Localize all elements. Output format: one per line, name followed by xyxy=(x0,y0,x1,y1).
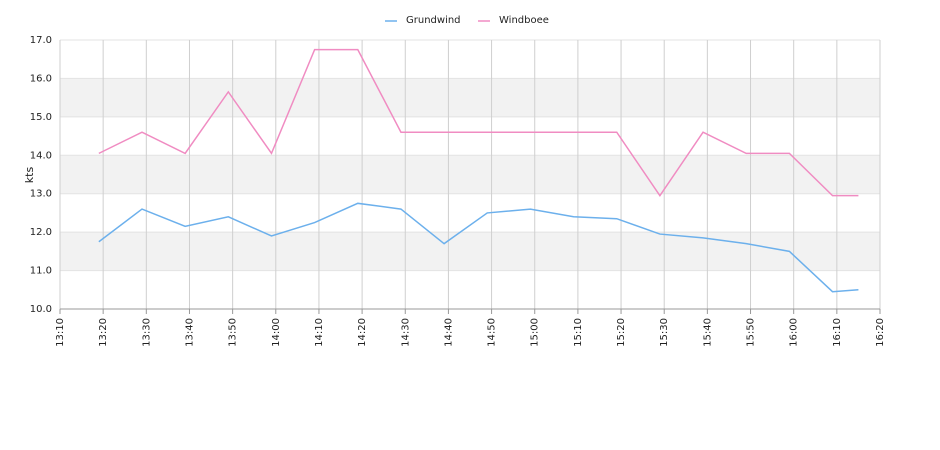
y-tick-label: 15.0 xyxy=(30,112,52,123)
x-tick-label: 16:20 xyxy=(875,318,886,347)
x-tick-label: 14:40 xyxy=(443,318,454,347)
y-tick-label: 13.0 xyxy=(30,189,52,200)
x-tick-label: 13:10 xyxy=(55,318,66,347)
y-tick-label: 11.0 xyxy=(30,266,52,277)
x-tick-label: 16:00 xyxy=(789,318,800,347)
x-tick-label: 16:10 xyxy=(832,318,843,347)
x-tick-label: 15:30 xyxy=(659,318,670,347)
x-tick-label: 13:20 xyxy=(98,318,109,347)
series-line xyxy=(98,48,859,197)
x-tick-label: 14:00 xyxy=(271,318,282,347)
grid-band xyxy=(60,155,880,194)
y-tick-label: 10.0 xyxy=(30,304,52,315)
x-tick-label: 15:10 xyxy=(573,318,584,347)
x-tick-label: 15:40 xyxy=(702,318,713,347)
y-tick-label: 16.0 xyxy=(30,73,52,84)
x-tick-label: 14:20 xyxy=(357,318,368,347)
x-tick-label: 14:50 xyxy=(487,318,498,347)
y-tick-label: 12.0 xyxy=(30,227,52,238)
y-tick-label: 17.0 xyxy=(30,35,52,46)
x-tick-label: 14:10 xyxy=(314,318,325,347)
x-tick-label: 13:30 xyxy=(141,318,152,347)
y-tick-label: 14.0 xyxy=(30,150,52,161)
x-tick-label: 15:50 xyxy=(746,318,757,347)
y-axis-label: kts xyxy=(23,167,36,184)
series-line xyxy=(98,202,859,293)
x-tick-label: 13:40 xyxy=(184,318,195,347)
x-tick-label: 15:00 xyxy=(530,318,541,347)
grid-band xyxy=(60,78,880,117)
x-tick-label: 13:50 xyxy=(228,318,239,347)
x-tick-label: 14:30 xyxy=(400,318,411,347)
grid-band xyxy=(60,232,880,271)
x-tick-label: 15:20 xyxy=(616,318,627,347)
legend-label: Grundwind xyxy=(406,15,461,26)
legend-label: Windboee xyxy=(499,15,549,26)
